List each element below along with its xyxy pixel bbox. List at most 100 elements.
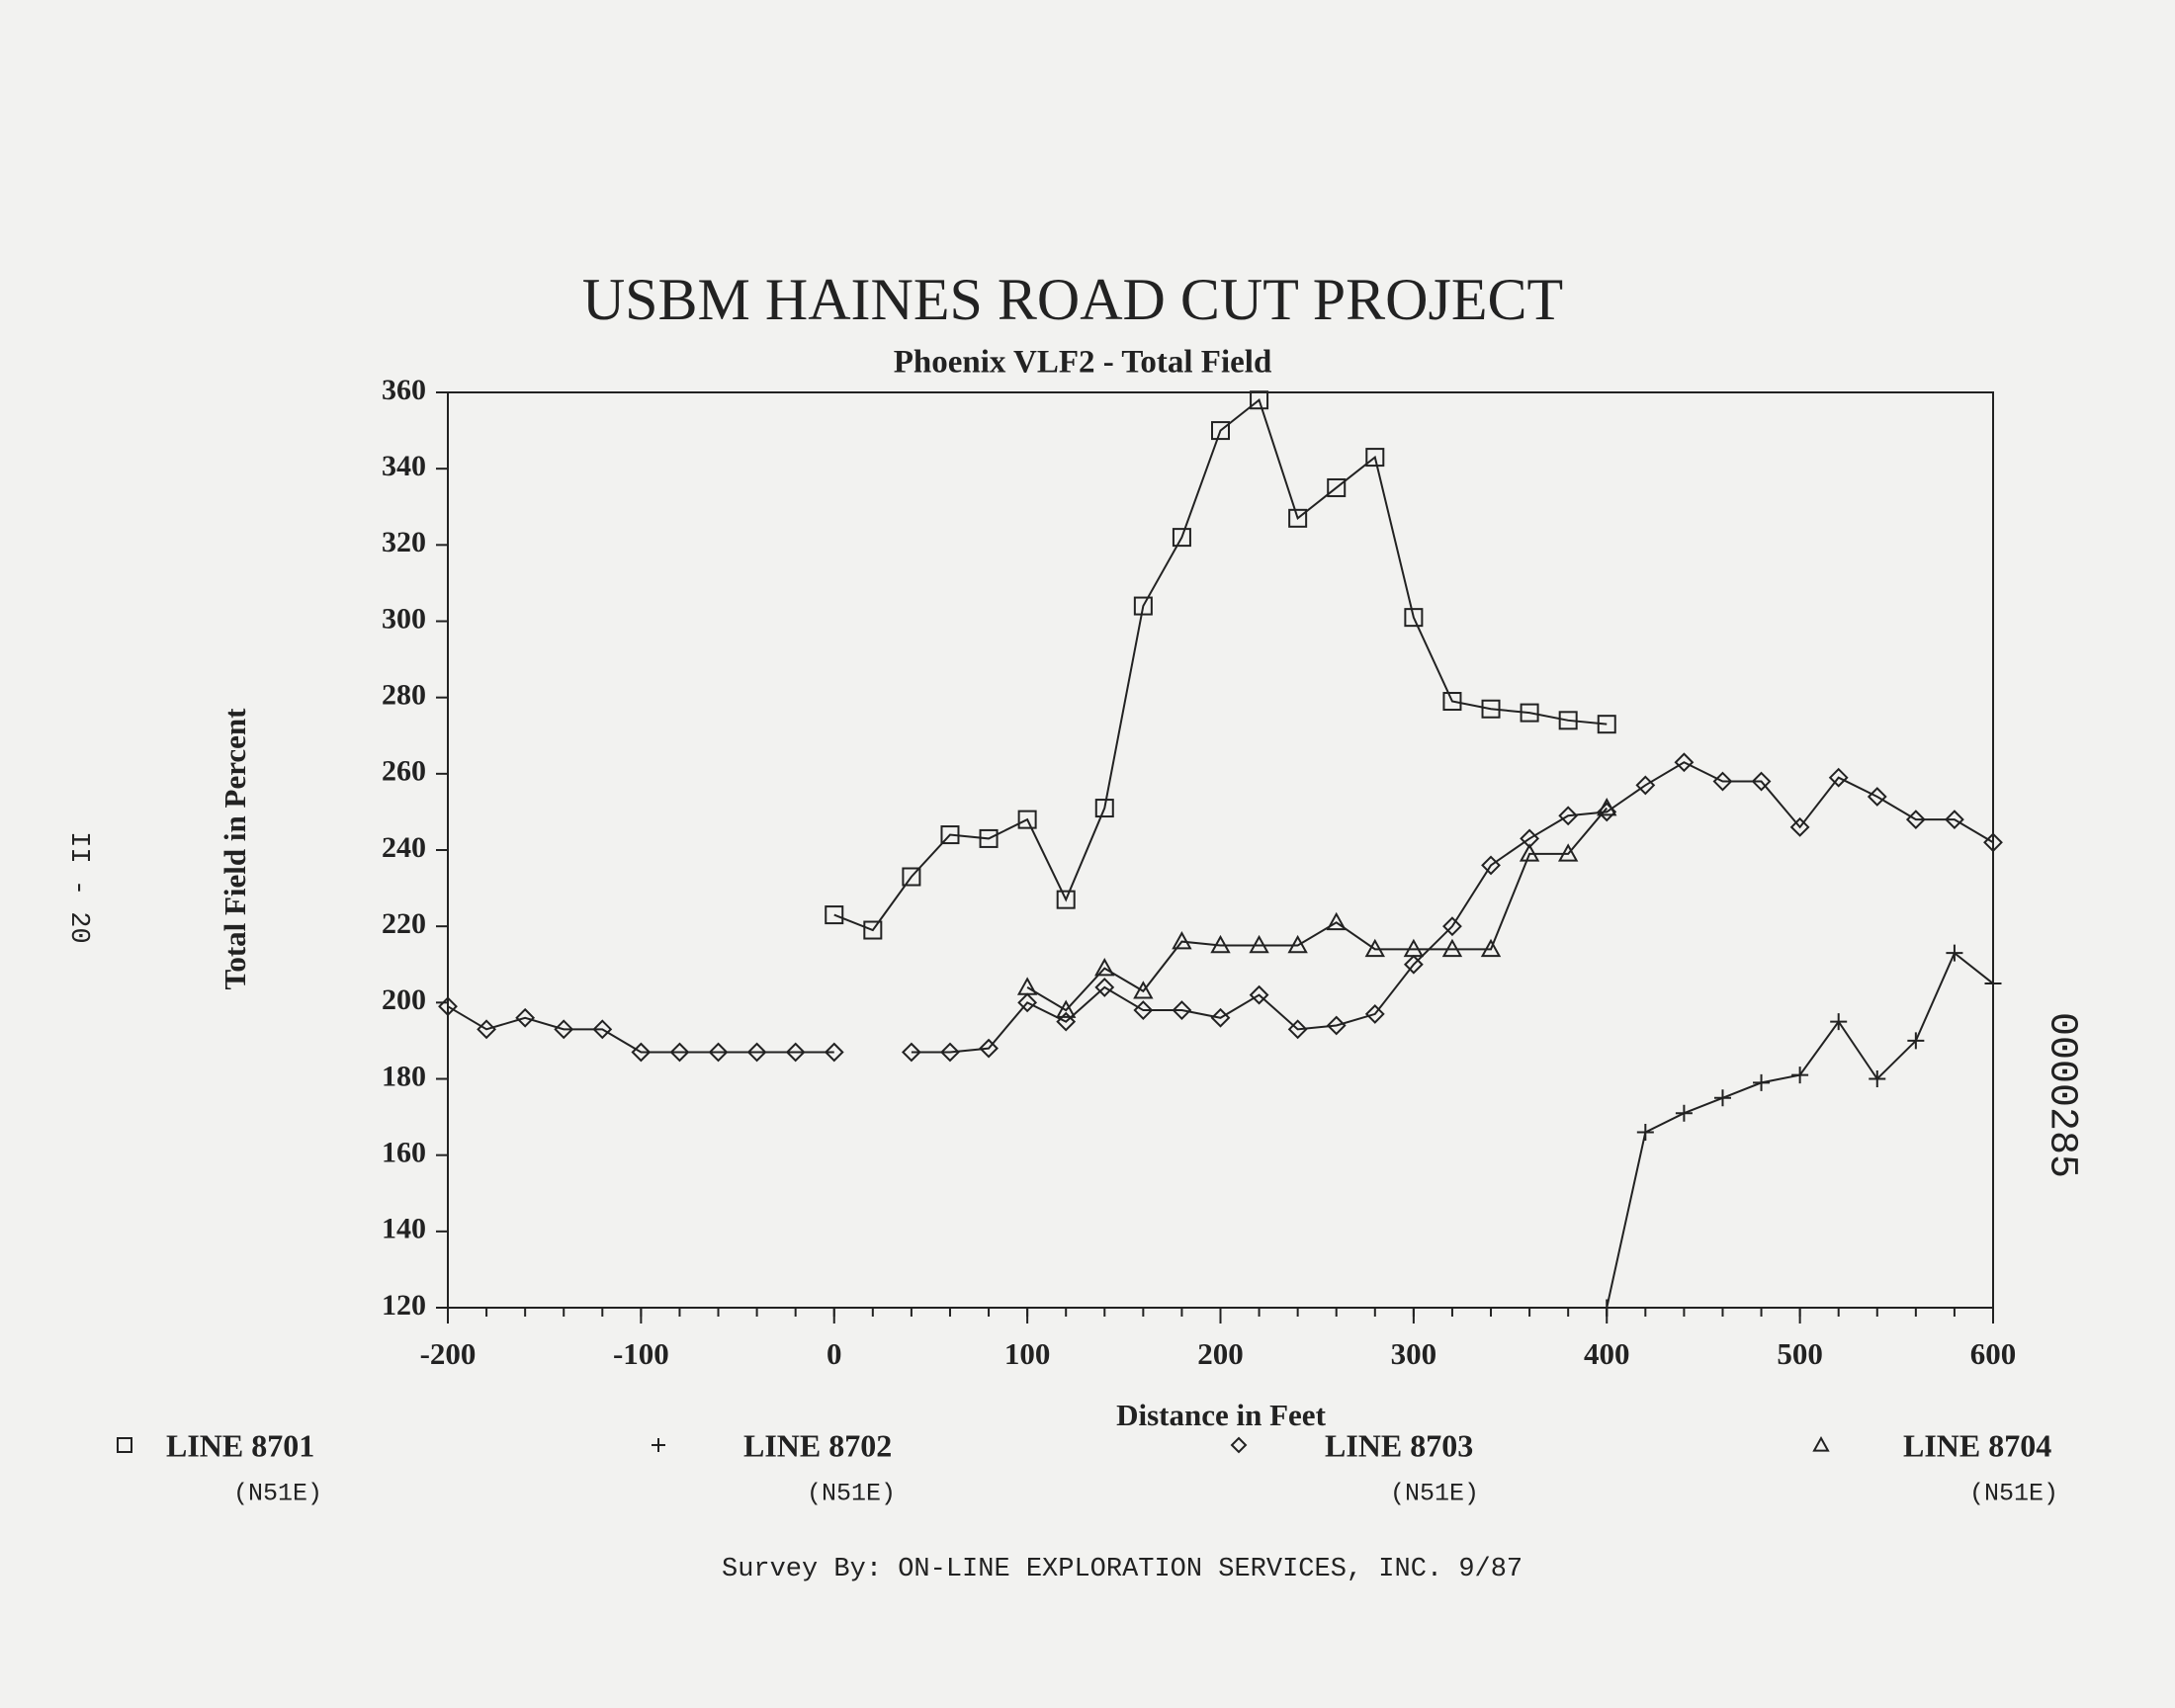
marker-triangle xyxy=(1812,1435,1830,1452)
marker-square xyxy=(902,867,921,887)
marker-square xyxy=(1172,528,1191,548)
x-tick-label: -100 xyxy=(613,1336,669,1371)
marker-diamond xyxy=(901,1042,921,1063)
marker-diamond xyxy=(477,1019,496,1040)
marker-square xyxy=(1133,596,1153,616)
marker-square xyxy=(1481,699,1501,719)
marker-diamond xyxy=(1403,954,1424,975)
marker-square xyxy=(825,905,844,925)
x-tick-label: -200 xyxy=(420,1336,477,1371)
legend-note: (N51E) xyxy=(1390,1480,1479,1508)
marker-diamond xyxy=(1945,810,1964,830)
marker-diamond xyxy=(785,1042,806,1063)
marker-triangle xyxy=(1094,958,1115,977)
marker-triangle xyxy=(1056,999,1077,1018)
y-tick-label: 140 xyxy=(382,1213,426,1245)
y-tick-label: 300 xyxy=(382,602,426,635)
chart-subtitle: Phoenix VLF2 - Total Field xyxy=(894,345,1272,381)
marker-diamond xyxy=(979,1038,999,1059)
marker-diamond xyxy=(1017,992,1038,1013)
marker-diamond xyxy=(1172,1000,1192,1020)
y-tick-label: 120 xyxy=(382,1289,426,1322)
y-tick-label: 320 xyxy=(382,526,426,558)
marker-diamond xyxy=(1789,816,1810,837)
marker-diamond xyxy=(1712,771,1733,792)
legend-note: (N51E) xyxy=(807,1480,896,1508)
series-line xyxy=(447,761,1994,1054)
marker-diamond xyxy=(1674,752,1695,773)
marker-plus xyxy=(1984,975,2002,992)
marker-square xyxy=(1520,703,1539,723)
marker-diamond xyxy=(1230,1436,1248,1454)
marker-square xyxy=(1327,477,1347,497)
marker-triangle xyxy=(1597,797,1617,816)
y-tick-label: 180 xyxy=(382,1060,426,1092)
y-tick-label: 340 xyxy=(382,450,426,482)
x-tick-label: 100 xyxy=(1004,1336,1051,1371)
y-tick-label: 260 xyxy=(382,755,426,788)
marker-square xyxy=(863,920,883,940)
y-tick-label: 160 xyxy=(382,1137,426,1169)
marker-diamond xyxy=(1287,1019,1308,1040)
marker-plus xyxy=(1598,1299,1615,1317)
marker-square xyxy=(1288,508,1308,528)
marker-diamond xyxy=(1442,916,1462,937)
marker-square xyxy=(1597,715,1616,734)
marker-triangle xyxy=(1403,938,1425,958)
marker-plus xyxy=(1636,1124,1654,1142)
marker-diamond xyxy=(1828,767,1849,788)
x-tick-label: 300 xyxy=(1391,1336,1437,1371)
y-tick-label: 240 xyxy=(382,831,426,864)
marker-diamond xyxy=(1751,771,1772,792)
marker-diamond xyxy=(1905,810,1926,830)
marker-diamond xyxy=(940,1042,960,1063)
marker-square xyxy=(1017,810,1037,829)
footer: Survey By: ON-LINE EXPLORATION SERVICES,… xyxy=(722,1555,1522,1584)
marker-plus xyxy=(1946,944,1963,962)
marker-plus xyxy=(1791,1067,1809,1084)
marker-square xyxy=(117,1437,132,1453)
marker-diamond xyxy=(824,1042,844,1063)
marker-square xyxy=(1442,692,1462,712)
legend-note: (N51E) xyxy=(1969,1480,2058,1508)
marker-triangle xyxy=(1519,843,1540,862)
marker-diamond xyxy=(1635,775,1656,796)
y-tick-label: 280 xyxy=(382,679,426,712)
x-tick-label: 600 xyxy=(1970,1336,2017,1371)
marker-diamond xyxy=(669,1042,690,1063)
marker-square xyxy=(1250,390,1269,410)
marker-triangle xyxy=(1326,911,1347,931)
x-tick-label: 200 xyxy=(1197,1336,1244,1371)
marker-triangle xyxy=(1287,934,1308,954)
marker-diamond xyxy=(1056,1011,1077,1032)
marker-square xyxy=(979,828,999,848)
marker-square xyxy=(1365,448,1385,468)
marker-triangle xyxy=(1441,938,1463,958)
stamp: 0000285 xyxy=(2039,1012,2083,1178)
marker-diamond xyxy=(592,1019,613,1040)
page-label: II - 20 xyxy=(63,831,93,943)
marker-plus xyxy=(1907,1032,1925,1050)
marker-diamond xyxy=(515,1007,536,1028)
marker-triangle xyxy=(1249,934,1269,954)
marker-plus xyxy=(1869,1070,1886,1087)
marker-triangle xyxy=(1557,843,1579,862)
marker-diamond xyxy=(1364,1003,1385,1024)
marker-plus xyxy=(1675,1104,1693,1122)
marker-square xyxy=(1056,890,1076,909)
marker-diamond xyxy=(1326,1015,1347,1036)
legend-label: LINE 8702 xyxy=(743,1427,892,1463)
marker-plus xyxy=(1753,1073,1771,1091)
y-axis-label: Total Field in Percent xyxy=(218,708,252,990)
marker-triangle xyxy=(1210,934,1231,954)
marker-diamond xyxy=(1558,806,1579,826)
x-axis-label: Distance in Feet xyxy=(1116,1398,1326,1432)
x-tick-label: 500 xyxy=(1777,1336,1823,1371)
y-tick-label: 360 xyxy=(382,374,426,406)
marker-diamond xyxy=(554,1019,574,1040)
marker-diamond xyxy=(1210,1007,1231,1028)
marker-triangle xyxy=(1133,981,1154,999)
marker-diamond xyxy=(1249,984,1269,1005)
marker-triangle xyxy=(1016,977,1038,995)
